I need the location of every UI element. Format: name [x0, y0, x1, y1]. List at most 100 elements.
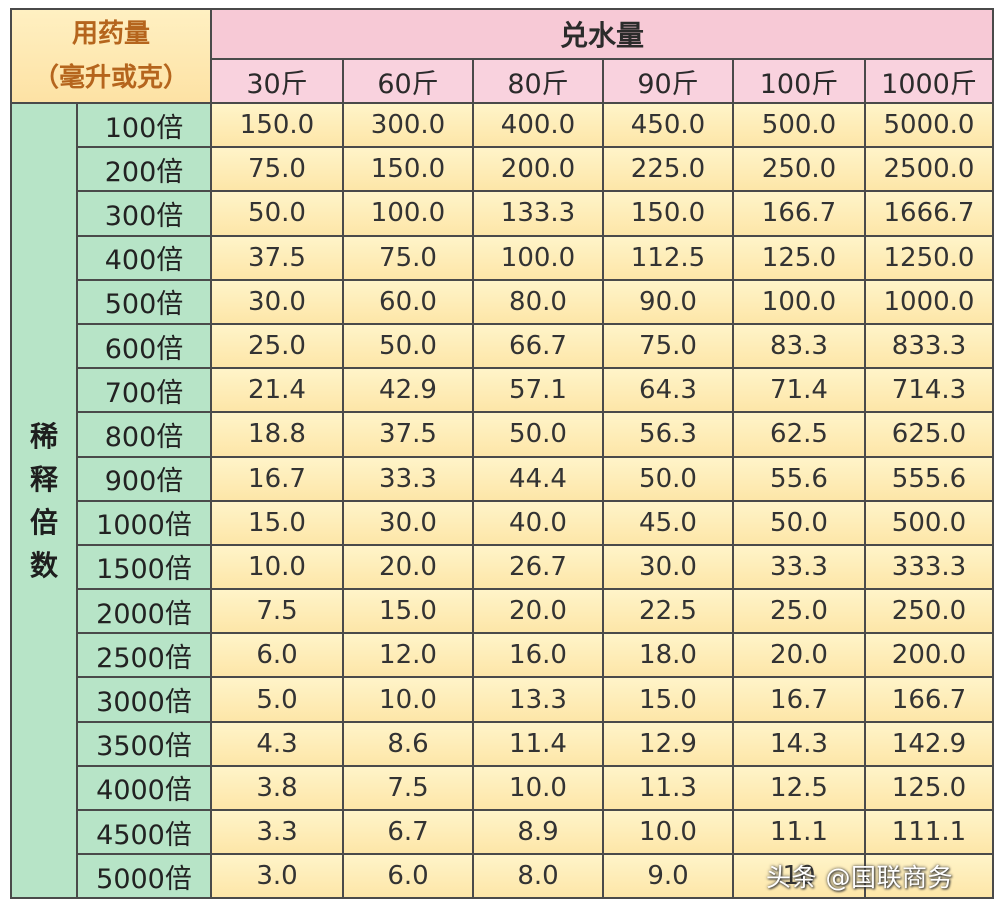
table-cell: 20.0 — [472, 588, 604, 635]
table-cell: 100.0 — [732, 278, 866, 325]
watermark: 头条 @国联商务 — [766, 863, 953, 892]
table-cell: 62.5 — [732, 411, 866, 458]
table-cell: 21.4 — [210, 367, 344, 414]
table-cell: 400.0 — [472, 101, 604, 149]
table-cell: 20.0 — [732, 632, 866, 679]
table-cell: 80.0 — [472, 278, 604, 325]
table-cell: 45.0 — [602, 499, 734, 546]
table-cell: 14.3 — [732, 720, 866, 767]
table-row: 5000倍 3.0 6.0 8.0 9.0 10 — [11, 853, 994, 900]
table-cell: 150.0 — [602, 190, 734, 237]
table-cell: 12.5 — [732, 764, 866, 812]
column-header: 1000斤 — [864, 58, 994, 104]
table-cell: 100.0 — [472, 234, 604, 281]
table-cell: 125.0 — [732, 234, 866, 281]
table-cell: 9.0 — [602, 853, 734, 900]
table-row: 1000倍 15.0 30.0 40.0 45.0 50.0 500.0 — [11, 499, 994, 546]
table-cell: 8.0 — [472, 853, 604, 900]
table-row: 900倍 16.7 33.3 44.4 50.0 55.6 555.6 — [11, 455, 994, 502]
table-cell: 18.0 — [602, 632, 734, 679]
row-label: 1500倍 — [76, 543, 212, 591]
dilution-ratio-label-char: 稀 — [29, 419, 58, 453]
table-cell: 10 — [732, 853, 866, 900]
table-cell: 300.0 — [342, 101, 474, 149]
table-cell: 12.9 — [602, 720, 734, 767]
table-cell: 5000.0 — [864, 101, 994, 149]
table-cell: 200.0 — [472, 146, 604, 193]
table-cell: 11.4 — [472, 720, 604, 767]
table-cell: 111.1 — [864, 808, 994, 856]
table-cell: 500.0 — [732, 101, 866, 149]
table-cell: 142.9 — [864, 720, 994, 767]
table-row: 4500倍 3.3 6.7 8.9 10.0 11.1 111.1 — [11, 808, 994, 856]
table-row: 1500倍 10.0 20.0 26.7 30.0 33.3 333.3 — [11, 543, 994, 591]
table-body: 稀释倍数 100倍 150.0 300.0 400.0 450.0 500.0 5000.0 2… — [10, 101, 994, 900]
table-cell: 200.0 — [864, 632, 994, 679]
row-label: 5000倍 — [76, 853, 212, 900]
dilution-ratio-label: 稀释倍数 — [10, 101, 78, 900]
table-cell: 250.0 — [732, 146, 866, 193]
dosage-header-title: 用药量 — [71, 19, 150, 49]
table-cell: 55.6 — [732, 455, 866, 502]
table-cell: 50.0 — [342, 322, 474, 370]
table-cell: 50.0 — [602, 455, 734, 502]
dilution-ratio-label-char: 释 — [29, 462, 58, 496]
dilution-ratio-label-char: 倍 — [29, 505, 58, 539]
table-cell: 25.0 — [210, 322, 344, 370]
table-cell: 225.0 — [602, 146, 734, 193]
table-cell: 56.3 — [602, 411, 734, 458]
table-cell: 30.0 — [342, 499, 474, 546]
table-cell: 555.6 — [864, 455, 994, 502]
table-cell: 10.0 — [602, 808, 734, 856]
table-row: 500倍 30.0 60.0 80.0 90.0 100.0 1000.0 — [11, 278, 994, 325]
table-cell: 83.3 — [732, 322, 866, 370]
table-cell: 112.5 — [602, 234, 734, 281]
table-cell: 5.0 — [210, 676, 344, 723]
table-cell: 250.0 — [864, 588, 994, 635]
table-cell: 10.0 — [342, 676, 474, 723]
table-cell: 500.0 — [864, 499, 994, 546]
row-label: 900倍 — [76, 455, 212, 502]
table-cell — [864, 853, 994, 900]
table-cell: 1000.0 — [864, 278, 994, 325]
table-cell: 714.3 — [864, 367, 994, 414]
table-cell: 16.7 — [732, 676, 866, 723]
table-cell: 26.7 — [472, 543, 604, 591]
row-label: 700倍 — [76, 367, 212, 414]
row-label: 2000倍 — [76, 588, 212, 635]
table-cell: 42.9 — [342, 367, 474, 414]
table-cell: 37.5 — [210, 234, 344, 281]
table-cell: 64.3 — [602, 367, 734, 414]
row-label: 300倍 — [76, 190, 212, 237]
row-label: 3500倍 — [76, 720, 212, 767]
table-cell: 450.0 — [602, 101, 734, 149]
water-amount-header: 兑水量 — [210, 8, 994, 60]
table-cell: 11.1 — [732, 808, 866, 856]
column-header-row: 30斤 60斤 80斤 90斤 100斤 1000斤 — [11, 58, 994, 104]
row-label: 1000倍 — [76, 499, 212, 546]
table-cell: 40.0 — [472, 499, 604, 546]
table-cell: 30.0 — [602, 543, 734, 591]
dosage-header-unit: （毫升或克） — [32, 63, 189, 93]
table-cell: 333.3 — [864, 543, 994, 591]
table-cell: 60.0 — [342, 278, 474, 325]
table-cell: 166.7 — [864, 676, 994, 723]
table-cell: 12.0 — [342, 632, 474, 679]
table-cell: 125.0 — [864, 764, 994, 812]
table-cell: 20.0 — [342, 543, 474, 591]
table-cell: 133.3 — [472, 190, 604, 237]
table-cell: 71.4 — [732, 367, 866, 414]
table-cell: 6.0 — [342, 853, 474, 900]
table-cell: 75.0 — [342, 234, 474, 281]
dosage-header: 用药量 （毫升或克） — [10, 8, 212, 104]
table-cell: 13.3 — [472, 676, 604, 723]
table-row: 800倍 18.8 37.5 50.0 56.3 62.5 625.0 — [11, 411, 994, 458]
table-cell: 100.0 — [342, 190, 474, 237]
table-cell: 30.0 — [210, 278, 344, 325]
table-cell: 3.8 — [210, 764, 344, 812]
table-cell: 16.7 — [210, 455, 344, 502]
table-row: 3500倍 4.3 8.6 11.4 12.9 14.3 142.9 — [11, 720, 994, 767]
table-row: 稀释倍数 100倍 150.0 300.0 400.0 450.0 500.0 5000.0 — [10, 101, 994, 900]
table-cell: 3.3 — [210, 808, 344, 856]
